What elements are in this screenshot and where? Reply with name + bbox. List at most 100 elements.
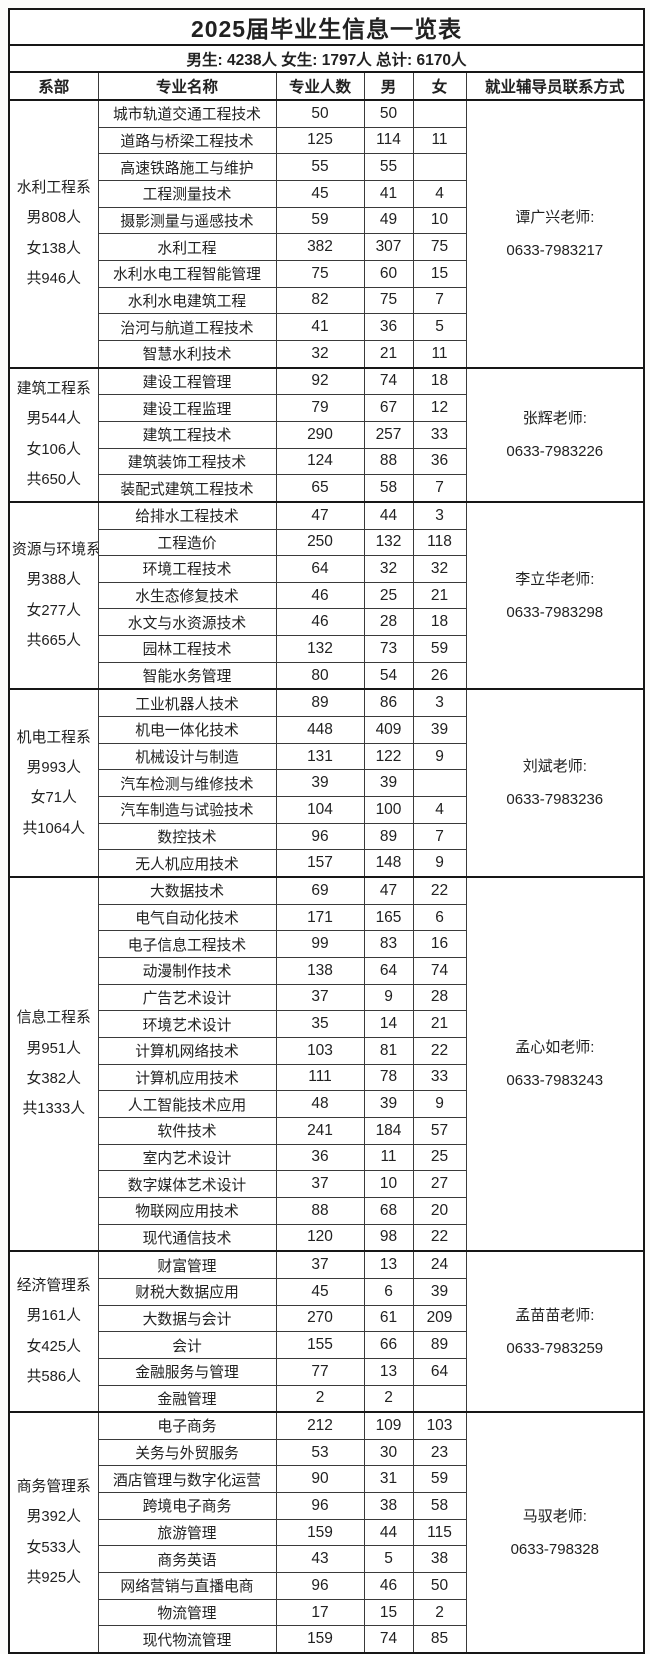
male-count-cell: 15 bbox=[363, 1598, 414, 1627]
male-count-cell: 36 bbox=[363, 313, 414, 341]
female-count-cell: 22 bbox=[412, 1223, 467, 1252]
male-count-cell: 64 bbox=[363, 957, 414, 985]
table-row: 建筑装饰工程技术 124 88 36 bbox=[9, 447, 644, 476]
total-count-cell: 50 bbox=[275, 98, 365, 128]
major-name-cell: 工业机器人技术 bbox=[97, 688, 277, 718]
female-count-cell: 74 bbox=[412, 957, 467, 985]
table-row: 工程造价 250 132 118 bbox=[9, 528, 644, 557]
major-name-cell: 工程测量技术 bbox=[97, 179, 277, 208]
major-name-cell: 机械设计与制造 bbox=[97, 742, 277, 771]
male-count-cell: 41 bbox=[363, 179, 414, 208]
department-cell-line: 男808人 bbox=[26, 210, 81, 227]
female-count-cell: 25 bbox=[412, 1143, 467, 1172]
summary-row: 男生: 4238人 女生: 1797人 总计: 6170人 bbox=[8, 44, 645, 73]
total-count-cell: 69 bbox=[275, 876, 365, 905]
male-count-cell: 44 bbox=[363, 500, 414, 530]
col-header-total: 专业人数 bbox=[275, 71, 365, 101]
department-cell-line: 男161人 bbox=[26, 1308, 81, 1325]
table-row: 建设工程监理 79 67 12 bbox=[9, 394, 644, 422]
male-count-cell: 83 bbox=[363, 930, 414, 958]
total-count-cell: 125 bbox=[275, 126, 365, 155]
female-count-cell: 59 bbox=[412, 1465, 467, 1494]
total-count-cell: 241 bbox=[275, 1116, 365, 1145]
department-cell-line: 男392人 bbox=[26, 1509, 81, 1526]
table-row: 汽车制造与试验技术 104 100 4 bbox=[9, 796, 644, 824]
table-row: 软件技术 241 184 57 bbox=[9, 1116, 644, 1145]
female-count-cell: 115 bbox=[412, 1518, 467, 1547]
female-count-cell: 33 bbox=[412, 1063, 467, 1092]
female-count-cell: 3 bbox=[412, 500, 467, 530]
col-header-contact: 就业辅导员联系方式 bbox=[465, 71, 645, 101]
female-count-cell: 24 bbox=[412, 1250, 467, 1279]
male-count-cell: 14 bbox=[363, 1010, 414, 1038]
table-row: 经济管理系 男161人 女425人 共586人 财富管理 37 13 24 孟苗苗老师: 0633… bbox=[8, 1250, 645, 1413]
male-count-cell: 66 bbox=[363, 1331, 414, 1359]
table-row: 金融管理 2 2 bbox=[9, 1384, 644, 1413]
male-count-cell: 30 bbox=[363, 1438, 414, 1467]
total-count-cell: 32 bbox=[275, 339, 365, 369]
male-count-cell: 81 bbox=[363, 1036, 414, 1065]
total-count-cell: 37 bbox=[275, 1170, 365, 1198]
table-row: 工程测量技术 45 41 4 bbox=[9, 179, 644, 208]
female-count-cell: 4 bbox=[412, 179, 467, 208]
total-count-cell: 82 bbox=[275, 286, 365, 315]
total-count-cell: 89 bbox=[275, 688, 365, 718]
major-name-cell: 酒店管理与数字化运营 bbox=[97, 1465, 277, 1494]
male-count-cell: 257 bbox=[363, 420, 414, 449]
major-name-cell: 数控技术 bbox=[97, 822, 277, 851]
table-row: 水利工程系 男808人 女138人 共946人 城市轨道交通工程技术 50 50 谭广兴老师:… bbox=[8, 98, 645, 369]
female-count-cell: 89 bbox=[412, 1331, 467, 1359]
table-row: 关务与外贸服务 53 30 23 bbox=[9, 1438, 644, 1467]
table-row: 智慧水利技术 32 21 11 bbox=[9, 339, 644, 369]
table-row: 高速铁路施工与维护 55 55 bbox=[9, 153, 644, 181]
male-count-cell: 98 bbox=[363, 1223, 414, 1252]
female-count-cell bbox=[412, 98, 467, 128]
male-count-cell: 74 bbox=[363, 366, 414, 396]
table-row: 会计 155 66 89 bbox=[9, 1331, 644, 1359]
table-row: 广告艺术设计 37 9 28 bbox=[9, 983, 644, 1012]
major-name-cell: 无人机应用技术 bbox=[97, 849, 277, 878]
total-count-cell: 43 bbox=[275, 1545, 365, 1574]
col-header-major: 专业名称 bbox=[97, 71, 277, 101]
major-name-cell: 物联网应用技术 bbox=[97, 1196, 277, 1225]
male-count-cell: 11 bbox=[363, 1143, 414, 1172]
total-count-cell: 212 bbox=[275, 1411, 365, 1440]
male-count-cell: 78 bbox=[363, 1063, 414, 1092]
total-count-cell: 37 bbox=[275, 1250, 365, 1279]
male-count-cell: 60 bbox=[363, 259, 414, 288]
major-name-cell: 环境工程技术 bbox=[97, 555, 277, 583]
major-name-cell: 动漫制作技术 bbox=[97, 957, 277, 985]
table-body: 水利工程系 男808人 女138人 共946人 城市轨道交通工程技术 50 50 谭广兴老师:… bbox=[8, 98, 645, 1654]
table-row: 数字媒体艺术设计 37 10 27 bbox=[9, 1170, 644, 1198]
female-count-cell: 39 bbox=[412, 716, 467, 744]
department-cell: 资源与环境系 男388人 女277人 共665人 bbox=[8, 500, 99, 690]
male-count-cell: 2 bbox=[363, 1384, 414, 1413]
table-row: 现代通信技术 120 98 22 bbox=[9, 1223, 644, 1252]
department-cell-line: 女106人 bbox=[26, 441, 81, 458]
total-count-cell: 77 bbox=[275, 1357, 365, 1386]
table-row: 数控技术 96 89 7 bbox=[9, 822, 644, 851]
female-count-cell: 209 bbox=[412, 1304, 467, 1333]
table-row: 环境工程技术 64 32 32 bbox=[9, 555, 644, 583]
male-count-cell: 39 bbox=[363, 769, 414, 798]
male-count-cell: 122 bbox=[363, 742, 414, 771]
department-cell-line: 共946人 bbox=[26, 271, 81, 288]
counselor-contact-cell: 张辉老师: 0633-7983226 bbox=[465, 366, 645, 503]
graduate-info-table: 2025届毕业生信息一览表 男生: 4238人 女生: 1797人 总计: 61… bbox=[8, 8, 646, 1654]
female-count-cell: 20 bbox=[412, 1196, 467, 1225]
table-row: 装配式建筑工程技术 65 58 7 bbox=[9, 474, 644, 503]
department-cell-line: 建筑工程系 bbox=[16, 381, 91, 398]
total-count-cell: 111 bbox=[275, 1063, 365, 1092]
female-count-cell bbox=[412, 153, 467, 181]
total-count-cell: 79 bbox=[275, 394, 365, 422]
male-count-cell: 114 bbox=[363, 126, 414, 155]
department-cell-line: 商务管理系 bbox=[16, 1478, 91, 1495]
major-name-cell: 高速铁路施工与维护 bbox=[97, 153, 277, 181]
counselor-contact-cell-line: 0633-7983217 bbox=[506, 241, 604, 259]
female-count-cell: 22 bbox=[412, 876, 467, 905]
department-cell: 信息工程系 男951人 女382人 共1333人 bbox=[8, 876, 99, 1252]
total-count-cell: 382 bbox=[275, 233, 365, 261]
male-count-cell: 148 bbox=[363, 849, 414, 878]
female-count-cell: 3 bbox=[412, 688, 467, 718]
male-count-cell: 9 bbox=[363, 983, 414, 1012]
